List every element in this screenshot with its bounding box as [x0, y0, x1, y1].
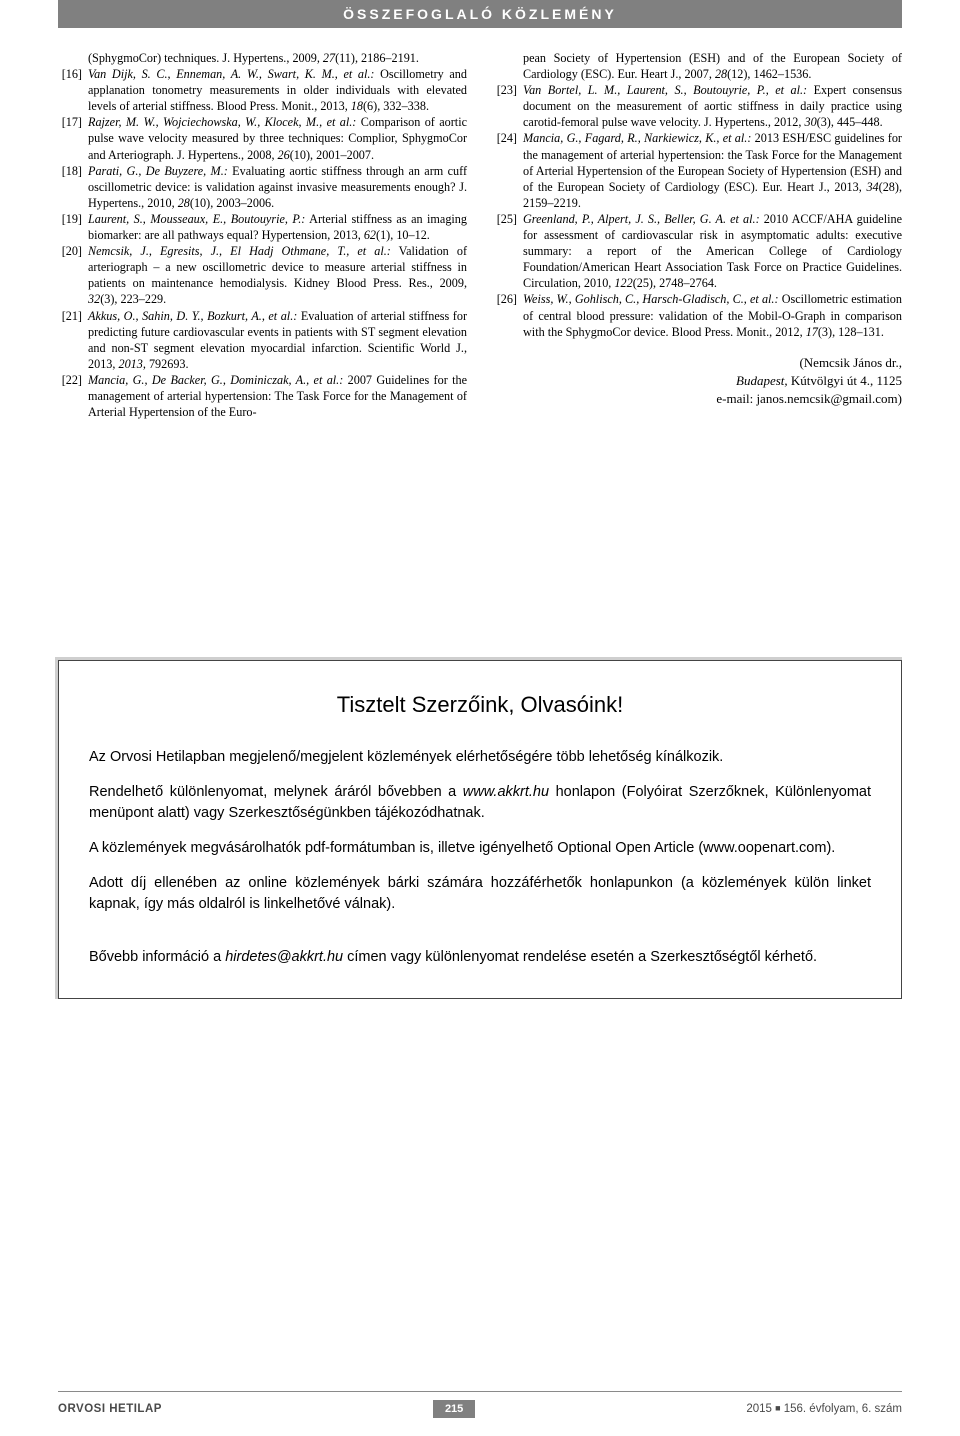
reference-text: Nemcsik, J., Egresits, J., El Hadj Othma…: [88, 243, 467, 307]
reference-text: Van Bortel, L. M., Laurent, S., Boutouyr…: [523, 82, 902, 130]
reference-text: pean Society of Hypertension (ESH) and o…: [523, 50, 902, 82]
reference-item: [23]Van Bortel, L. M., Laurent, S., Bout…: [493, 82, 902, 130]
reference-item: [24]Mancia, G., Fagard, R., Narkiewicz, …: [493, 130, 902, 210]
reference-number: [26]: [493, 291, 523, 339]
footer-journal: ORVOSI HETILAP: [58, 1403, 162, 1415]
reference-text: Parati, G., De Buyzere, M.: Evaluating a…: [88, 163, 467, 211]
reference-columns: (SphygmoCor) techniques. J. Hypertens., …: [58, 50, 902, 420]
reference-number: [493, 50, 523, 82]
contact-line1: (Nemcsik János dr.,: [493, 354, 902, 372]
reference-text: Mancia, G., De Backer, G., Dominiczak, A…: [88, 372, 467, 420]
reference-item: [16]Van Dijk, S. C., Enneman, A. W., Swa…: [58, 66, 467, 114]
reference-text: Rajzer, M. W., Wojciechowska, W., Klocek…: [88, 114, 467, 162]
reference-item: pean Society of Hypertension (ESH) and o…: [493, 50, 902, 82]
notice-title: Tisztelt Szerzőink, Olvasóink!: [89, 689, 871, 721]
reference-item: [18]Parati, G., De Buyzere, M.: Evaluati…: [58, 163, 467, 211]
reference-text: Weiss, W., Gohlisch, C., Harsch-Gladisch…: [523, 291, 902, 339]
section-header: ÖSSZEFOGLALÓ KÖZLEMÉNY: [58, 0, 902, 28]
notice-p4: Adott díj ellenében az online közleménye…: [89, 873, 871, 915]
reference-number: [24]: [493, 130, 523, 210]
reference-number: [20]: [58, 243, 88, 307]
reference-text: Laurent, S., Mousseaux, E., Boutouyrie, …: [88, 211, 467, 243]
notice-p1: Az Orvosi Hetilapban megjelenő/megjelent…: [89, 747, 871, 768]
contact-line3: e-mail: janos.nemcsik@gmail.com): [493, 390, 902, 408]
references-left: (SphygmoCor) techniques. J. Hypertens., …: [58, 50, 467, 420]
reference-item: [22]Mancia, G., De Backer, G., Dominicza…: [58, 372, 467, 420]
page-footer: ORVOSI HETILAP 215 2015 ■ 156. évfolyam,…: [0, 1391, 960, 1418]
reference-text: (SphygmoCor) techniques. J. Hypertens., …: [88, 50, 467, 66]
reference-item: [19]Laurent, S., Mousseaux, E., Boutouyr…: [58, 211, 467, 243]
reference-text: Akkus, O., Sahin, D. Y., Bozkurt, A., et…: [88, 308, 467, 372]
reference-number: [19]: [58, 211, 88, 243]
reference-number: [25]: [493, 211, 523, 291]
reference-item: [25]Greenland, P., Alpert, J. S., Beller…: [493, 211, 902, 291]
reference-number: [22]: [58, 372, 88, 420]
notice-p3: A közlemények megvásárolhatók pdf-formát…: [89, 838, 871, 859]
footer-issue: 2015 ■ 156. évfolyam, 6. szám: [746, 1403, 902, 1415]
reference-item: [17]Rajzer, M. W., Wojciechowska, W., Kl…: [58, 114, 467, 162]
notice-box: Tisztelt Szerzőink, Olvasóink! Az Orvosi…: [58, 660, 902, 999]
contact-line2: Budapest, Kútvölgyi út 4., 1125: [493, 372, 902, 390]
reference-number: [58, 50, 88, 66]
notice-p2: Rendelhető különlenyomat, melynek áráról…: [89, 782, 871, 824]
reference-number: [18]: [58, 163, 88, 211]
reference-item: [20]Nemcsik, J., Egresits, J., El Hadj O…: [58, 243, 467, 307]
reference-number: [17]: [58, 114, 88, 162]
references-right: pean Society of Hypertension (ESH) and o…: [493, 50, 902, 420]
reference-number: [23]: [493, 82, 523, 130]
author-contact: (Nemcsik János dr.,Budapest, Kútvölgyi ú…: [493, 354, 902, 409]
reference-item: (SphygmoCor) techniques. J. Hypertens., …: [58, 50, 467, 66]
reference-number: [16]: [58, 66, 88, 114]
reference-number: [21]: [58, 308, 88, 372]
footer-page-number: 215: [433, 1400, 475, 1418]
reference-text: Mancia, G., Fagard, R., Narkiewicz, K., …: [523, 130, 902, 210]
notice-p5: Bővebb információ a hirdetes@akkrt.hu cí…: [89, 947, 871, 968]
reference-item: [26]Weiss, W., Gohlisch, C., Harsch-Glad…: [493, 291, 902, 339]
reference-text: Van Dijk, S. C., Enneman, A. W., Swart, …: [88, 66, 467, 114]
reference-text: Greenland, P., Alpert, J. S., Beller, G.…: [523, 211, 902, 291]
reference-item: [21]Akkus, O., Sahin, D. Y., Bozkurt, A.…: [58, 308, 467, 372]
